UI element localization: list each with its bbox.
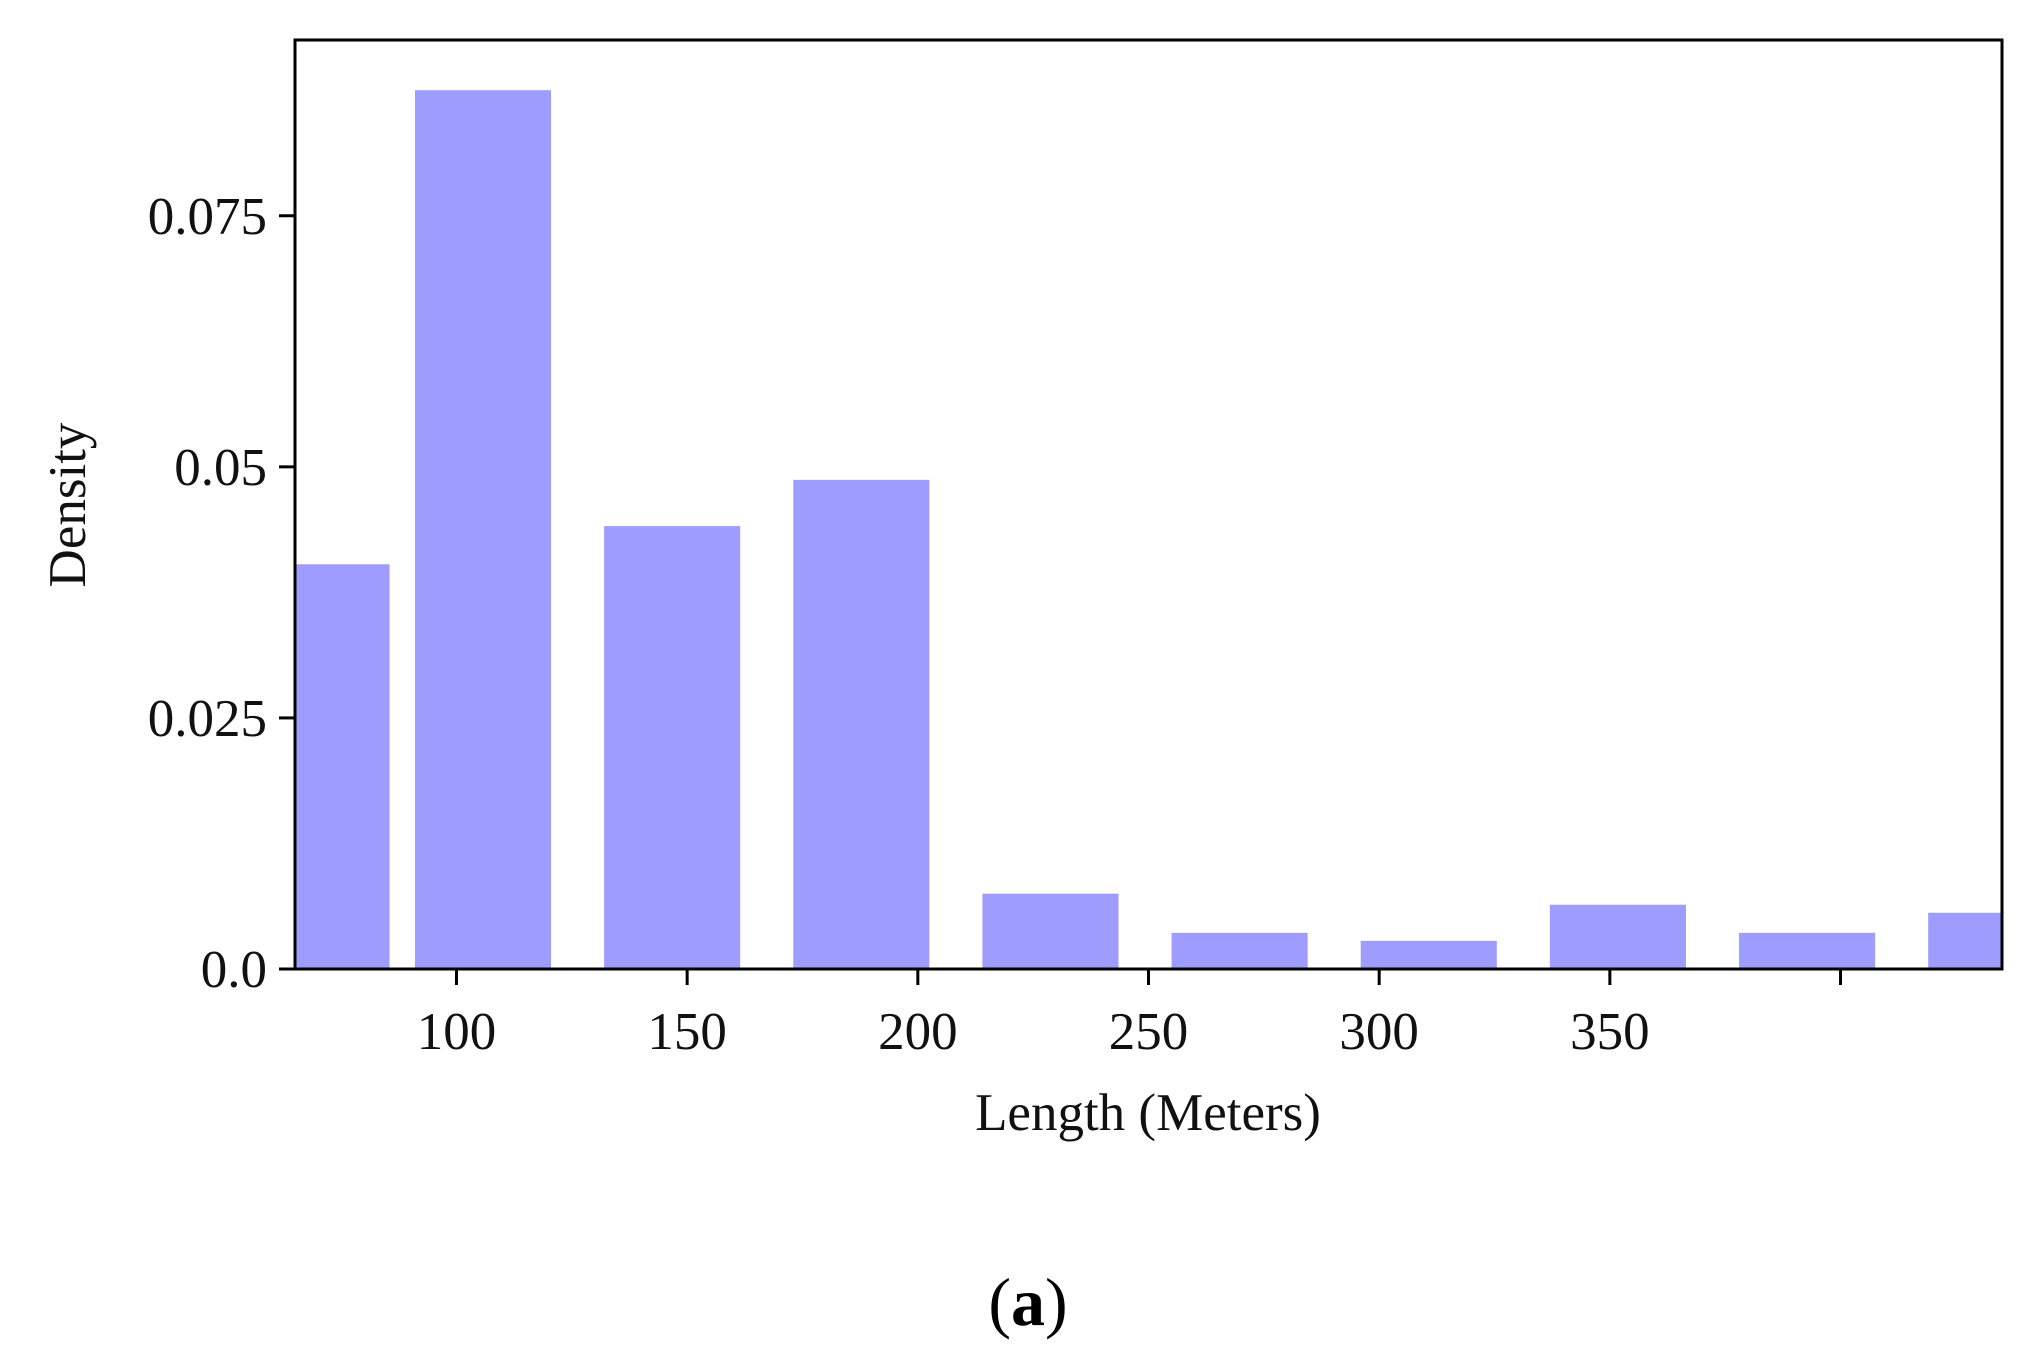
bar-10 — [1928, 912, 2002, 969]
y-axis: 0.0 0.025 0.05 0.075 — [148, 188, 295, 999]
bar-1 — [295, 564, 390, 969]
caption-close-paren: ) — [1045, 1264, 1068, 1340]
x-tick-label: 150 — [647, 1003, 727, 1061]
y-tick-label: 0.075 — [148, 188, 267, 246]
figure-caption: (a) — [988, 1264, 1067, 1340]
bar-8 — [1549, 904, 1686, 969]
y-tick-label: 0.025 — [148, 690, 267, 748]
y-tick-label: 0.0 — [201, 941, 267, 999]
bar-5 — [982, 893, 1119, 969]
caption-letter: a — [1011, 1264, 1045, 1340]
y-axis-label: Density — [39, 422, 97, 587]
bar-2 — [414, 90, 552, 969]
bar-4 — [793, 479, 930, 969]
x-tick-label: 100 — [417, 1003, 497, 1061]
histogram-bars — [295, 90, 2002, 969]
x-tick-label: 350 — [1570, 1003, 1650, 1061]
caption-open-paren: ( — [988, 1264, 1011, 1340]
y-tick-label: 0.05 — [174, 439, 267, 497]
x-axis-label: Length (Meters) — [975, 1084, 1321, 1142]
bar-3 — [604, 526, 741, 969]
x-tick-label: 200 — [878, 1003, 958, 1061]
bar-6 — [1171, 932, 1308, 969]
bar-7 — [1360, 940, 1497, 969]
x-tick-label: 250 — [1109, 1003, 1189, 1061]
x-tick-label: 300 — [1339, 1003, 1419, 1061]
x-axis: 100 150 200 250 300 350 — [417, 969, 1843, 1061]
bar-9 — [1739, 932, 1876, 969]
